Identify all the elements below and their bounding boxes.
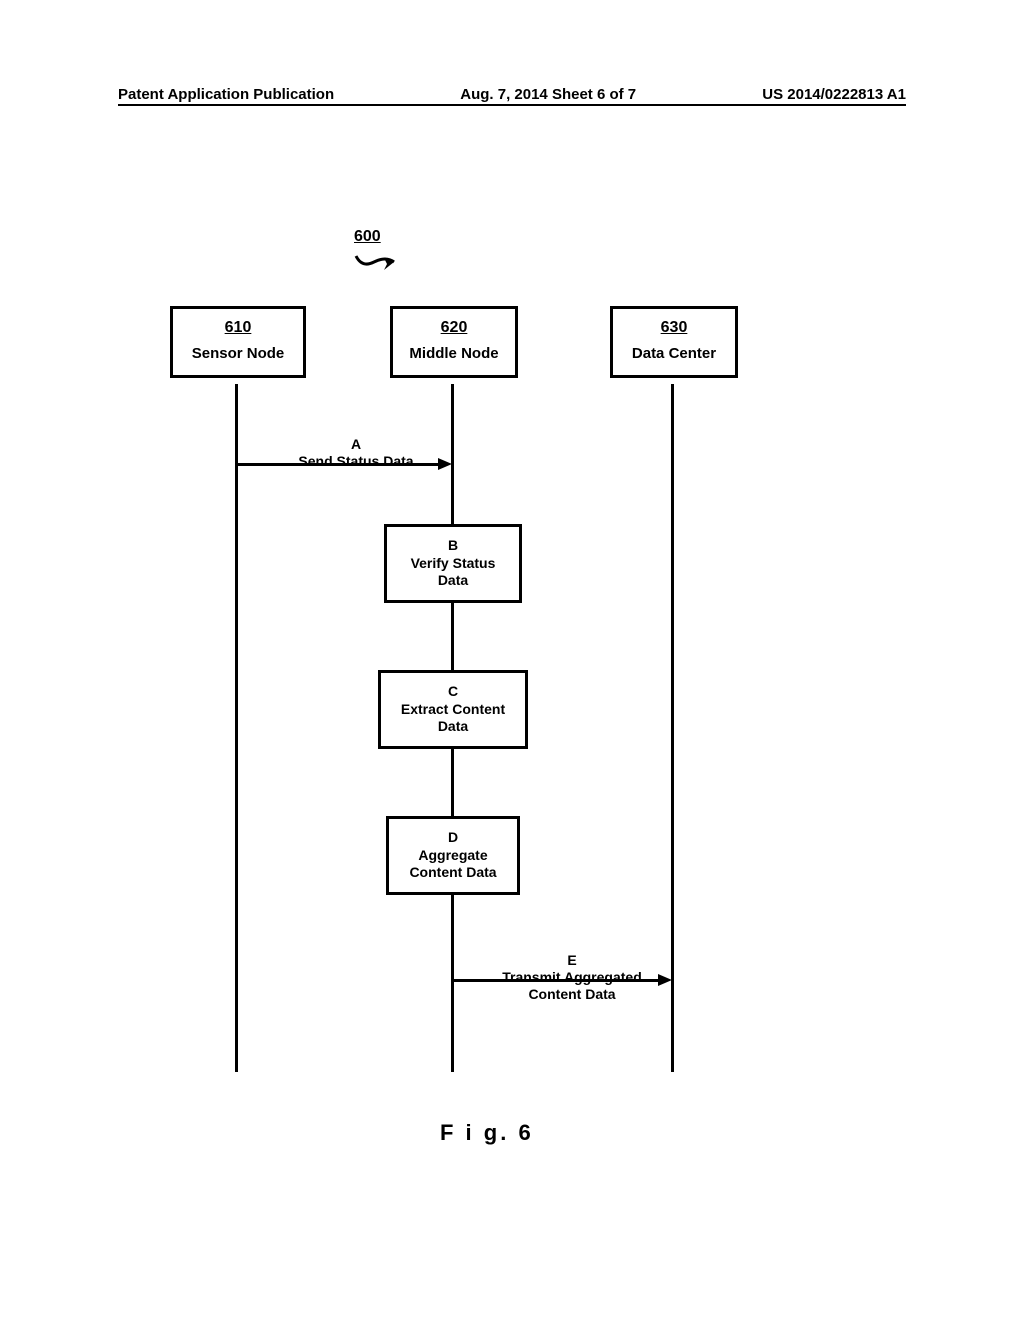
activity-d: DAggregateContent Data — [386, 816, 520, 895]
activity-b: BVerify StatusData — [384, 524, 522, 603]
lifeline-label: Data Center — [632, 345, 716, 362]
activity-text: Data — [389, 718, 517, 736]
arrowhead-icon — [438, 458, 452, 470]
message-label-text: A — [276, 436, 436, 453]
activity-text: Content Data — [397, 864, 509, 882]
activity-c: CExtract ContentData — [378, 670, 528, 749]
lifeline-header-sensor: 610 Sensor Node — [170, 306, 306, 378]
activity-text: Aggregate — [397, 847, 509, 865]
lifeline-label: Sensor Node — [192, 345, 285, 362]
activity-text: B — [395, 537, 511, 555]
lifeline-label: Middle Node — [409, 345, 498, 362]
message-label-a: ASend Status Data — [276, 436, 436, 470]
message-label-text: E — [488, 952, 656, 969]
message-label-e: ETransmit AggregatedContent Data — [488, 952, 656, 1002]
lifeline-number: 620 — [399, 319, 509, 337]
lifeline-header-datacenter: 630 Data Center — [610, 306, 738, 378]
arrowhead-icon — [658, 974, 672, 986]
sequence-diagram: 600 610 Sensor Node 620 Middle Node 630 Data C… — [0, 0, 1024, 1320]
diagram-reference-number: 600 — [354, 228, 381, 246]
activity-text: Extract Content — [389, 701, 517, 719]
message-label-text: Transmit Aggregated — [488, 969, 656, 986]
activity-text: C — [389, 683, 517, 701]
lifeline-number: 610 — [179, 319, 297, 337]
connector-segment — [451, 608, 454, 670]
lifeline-header-middle: 620 Middle Node — [390, 306, 518, 378]
connector-segment — [451, 754, 454, 816]
lifeline-number: 630 — [619, 319, 729, 337]
activity-text: D — [397, 829, 509, 847]
lifeline-line-sensor — [235, 384, 238, 1072]
lifeline-line-datacenter — [671, 384, 674, 1072]
activity-text: Verify Status — [395, 555, 511, 573]
message-label-text: Send Status Data — [276, 453, 436, 470]
connector-segment — [451, 900, 454, 980]
activity-text: Data — [395, 572, 511, 590]
message-label-text: Content Data — [488, 986, 656, 1003]
figure-caption: F i g. 6 — [440, 1120, 534, 1146]
